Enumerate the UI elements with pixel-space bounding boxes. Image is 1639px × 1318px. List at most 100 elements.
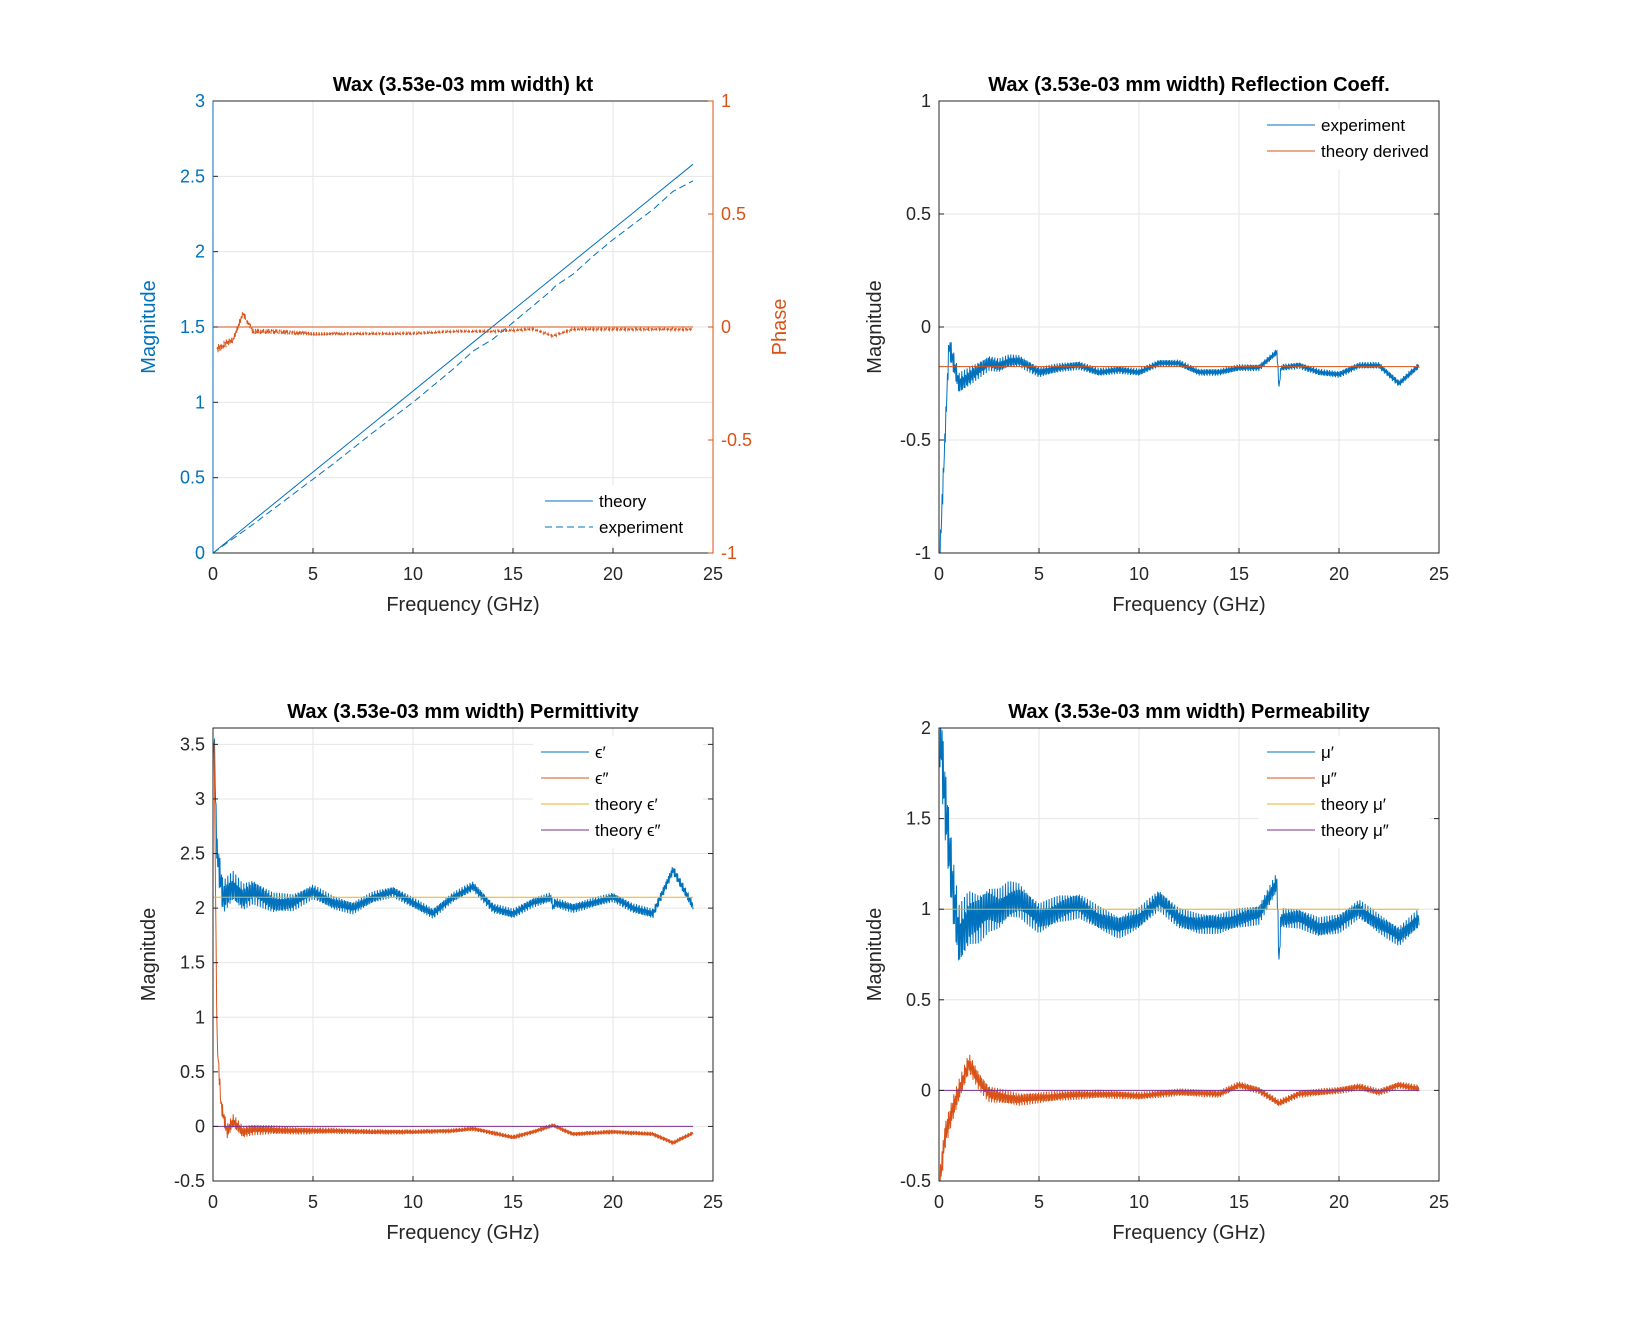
y2-tick-label: 1 bbox=[721, 91, 731, 111]
chart-title: Wax (3.53e-03 mm width) Reflection Coeff… bbox=[988, 74, 1390, 96]
y-tick-label: 1.5 bbox=[180, 953, 205, 973]
series-group bbox=[213, 163, 694, 553]
x-tick-label: 15 bbox=[503, 564, 523, 584]
series-group bbox=[939, 342, 1420, 553]
x-axis-label: Frequency (GHz) bbox=[1112, 594, 1265, 616]
y-tick-label: -0.5 bbox=[900, 430, 931, 450]
legend-label: theory μ″ bbox=[1321, 821, 1389, 840]
x-tick-label: 0 bbox=[208, 564, 218, 584]
x-tick-label: 20 bbox=[1329, 564, 1349, 584]
x-tick-label: 15 bbox=[503, 1192, 523, 1212]
chart-1: 0 5 10 15 20 25 0 0.5 1 1.5 2 2.5 3 -1 -0.5 0 0.5 1 Phase W… bbox=[138, 74, 791, 616]
y-tick-label: 1 bbox=[921, 899, 931, 919]
legend-label: theory ϵ″ bbox=[595, 821, 661, 840]
series-line-4 bbox=[216, 311, 694, 353]
x-tick-label: 10 bbox=[1129, 564, 1149, 584]
y-tick-label: -0.5 bbox=[900, 1171, 931, 1191]
x-tick-label: 5 bbox=[1034, 564, 1044, 584]
y-tick-label: 1.5 bbox=[906, 809, 931, 829]
y-tick-label: 2 bbox=[195, 242, 205, 262]
y-tick-label: 2.5 bbox=[180, 844, 205, 864]
x-tick-label: 10 bbox=[1129, 1192, 1149, 1212]
legend-label: experiment bbox=[1321, 116, 1405, 135]
legend-label: theory derived bbox=[1321, 142, 1429, 161]
y2-axis-label: Phase bbox=[769, 299, 791, 356]
y-tick-label: 0.5 bbox=[180, 468, 205, 488]
series-group bbox=[213, 738, 694, 1146]
legend: ϵ′ ϵ″ theory ϵ′ theory ϵ″ bbox=[533, 736, 703, 848]
y-tick-label: 2 bbox=[921, 718, 931, 738]
legend-label: theory bbox=[599, 492, 647, 511]
y-tick-label: 0 bbox=[921, 317, 931, 337]
x-axis-label: Frequency (GHz) bbox=[386, 1222, 539, 1244]
chart-title: Wax (3.53e-03 mm width) Permittivity bbox=[287, 701, 639, 723]
y-tick-label: 0 bbox=[195, 1116, 205, 1136]
x-tick-label: 10 bbox=[403, 1192, 423, 1212]
y-tick-label: 1 bbox=[921, 91, 931, 111]
legend-label: theory ϵ′ bbox=[595, 795, 658, 814]
y-tick-label: 0 bbox=[195, 543, 205, 563]
x-tick-label: 25 bbox=[703, 1192, 723, 1212]
legend-box bbox=[1259, 109, 1429, 169]
series-line-2 bbox=[213, 180, 694, 553]
y-axis-label: Magnitude bbox=[138, 908, 160, 1001]
x-tick-label: 20 bbox=[603, 564, 623, 584]
x-tick-label: 0 bbox=[934, 564, 944, 584]
y-tick-label: 0 bbox=[921, 1080, 931, 1100]
legend-label: theory μ′ bbox=[1321, 795, 1386, 814]
y-tick-label: 3 bbox=[195, 789, 205, 809]
legend-label: ϵ′ bbox=[595, 743, 606, 762]
x-tick-label: 20 bbox=[603, 1192, 623, 1212]
series-line-1 bbox=[939, 728, 1420, 961]
y-tick-label: 3.5 bbox=[180, 734, 205, 754]
x-tick-label: 15 bbox=[1229, 564, 1249, 584]
legend: theory experiment bbox=[537, 485, 707, 545]
x-axis-label: Frequency (GHz) bbox=[386, 594, 539, 616]
y-axis-label: Magnitude bbox=[138, 280, 160, 373]
legend: experiment theory derived bbox=[1259, 109, 1429, 169]
y2-tick-label: -1 bbox=[721, 543, 737, 563]
legend: μ′ μ″ theory μ′ theory μ″ bbox=[1259, 736, 1429, 848]
x-tick-label: 0 bbox=[934, 1192, 944, 1212]
y-axis-label: Magnitude bbox=[864, 280, 886, 373]
x-tick-label: 20 bbox=[1329, 1192, 1349, 1212]
x-tick-label: 5 bbox=[308, 564, 318, 584]
axes-box bbox=[212, 727, 714, 1182]
y-axis-label: Magnitude bbox=[864, 908, 886, 1001]
y-tick-label: 0.5 bbox=[906, 204, 931, 224]
x-tick-label: 15 bbox=[1229, 1192, 1249, 1212]
series-group bbox=[939, 728, 1420, 1181]
y-tick-label: 1.5 bbox=[180, 317, 205, 337]
x-tick-label: 25 bbox=[1429, 1192, 1449, 1212]
chart-2: 0 5 10 15 20 25 -1 -0.5 0 0.5 1 Wax (3.53e-03 mm wi… bbox=[864, 74, 1449, 616]
y-tick-label: 2 bbox=[195, 898, 205, 918]
x-axis-label: Frequency (GHz) bbox=[1112, 1222, 1265, 1244]
y-tick-label: 0.5 bbox=[180, 1062, 205, 1082]
y-tick-label: -1 bbox=[915, 543, 931, 563]
legend-label: experiment bbox=[599, 518, 683, 537]
legend-box bbox=[1259, 736, 1429, 848]
legend-label: ϵ″ bbox=[595, 769, 609, 788]
y-tick-label: 3 bbox=[195, 91, 205, 111]
x-tick-label: 25 bbox=[703, 564, 723, 584]
axes-box bbox=[938, 727, 1440, 1182]
legend-label: μ″ bbox=[1321, 769, 1337, 788]
x-tick-label: 0 bbox=[208, 1192, 218, 1212]
legend-box bbox=[537, 485, 707, 545]
y-tick-label: -0.5 bbox=[174, 1171, 205, 1191]
series-line-1 bbox=[213, 163, 694, 553]
y-tick-label: 0.5 bbox=[906, 990, 931, 1010]
x-tick-label: 10 bbox=[403, 564, 423, 584]
y2-tick-label: 0 bbox=[721, 317, 731, 337]
series-line-2 bbox=[213, 742, 694, 1146]
legend-box bbox=[533, 736, 703, 848]
y-tick-label: 1 bbox=[195, 392, 205, 412]
chart-title: Wax (3.53e-03 mm width) kt bbox=[333, 74, 594, 96]
y2-tick-label: 0.5 bbox=[721, 204, 746, 224]
y-tick-label: 1 bbox=[195, 1007, 205, 1027]
y2-tick-label: -0.5 bbox=[721, 430, 752, 450]
x-tick-label: 5 bbox=[308, 1192, 318, 1212]
